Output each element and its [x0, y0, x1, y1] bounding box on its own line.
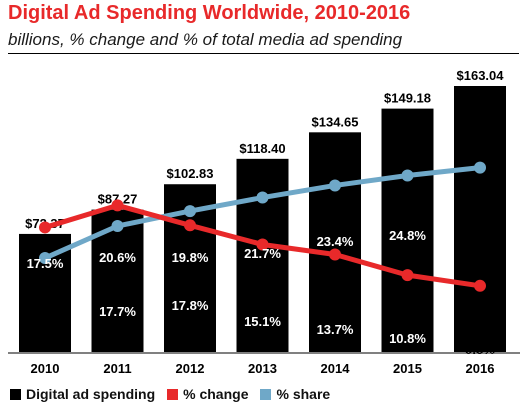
share-point-2016: [474, 161, 486, 174]
change-point-2011: [111, 199, 124, 212]
change-point-2013: [256, 238, 269, 251]
legend-swatch-percent-share: [260, 388, 272, 400]
change-label-2011: 20.6%: [99, 250, 136, 265]
change-point-2016: [474, 279, 486, 292]
share-point-2012: [184, 205, 196, 218]
legend-label-percent-share: % share: [276, 386, 331, 402]
share-point-2010: [39, 252, 51, 265]
x-tick-label-2016: 2016: [466, 361, 495, 376]
change-label-2013: 15.1%: [244, 314, 281, 329]
x-tick-label-2011: 2011: [103, 361, 131, 376]
change-label-2012: 17.8%: [172, 298, 209, 313]
share-label-2012: 19.8%: [172, 250, 209, 265]
x-tick-label-2013: 2013: [248, 361, 277, 376]
share-point-2011: [111, 220, 124, 233]
chart-subtitle: billions, % change and % of total media …: [8, 30, 403, 49]
change-label-2016: 9.3%: [465, 342, 495, 357]
share-point-2014: [329, 179, 341, 192]
change-label-2015: 10.8%: [389, 331, 426, 346]
change-label-2010: 17.5%: [27, 256, 64, 271]
chart-legend: Digital ad spending % change % share: [10, 386, 342, 402]
change-point-2014: [329, 248, 341, 261]
share-point-2015: [401, 169, 414, 182]
bar-value-label-2011: $87.27: [98, 192, 138, 207]
title-divider: [8, 53, 519, 54]
share-label-2014: 23.4%: [317, 234, 354, 249]
bar-2016: [454, 86, 506, 352]
share-label-2016: 25.9%: [462, 226, 499, 241]
x-tick-label-2010: 2010: [31, 361, 60, 376]
x-tick-label-2014: 2014: [321, 361, 351, 376]
x-tick-label-2012: 2012: [176, 361, 205, 376]
bar-2015: [381, 108, 434, 352]
bar-2014: [309, 132, 361, 352]
legend-item-percent-change: % change: [167, 386, 248, 402]
legend-swatch-percent-change: [167, 388, 179, 400]
share-label-2015: 24.8%: [389, 228, 426, 243]
change-label-2014: 13.7%: [317, 322, 354, 337]
change-point-2010: [39, 221, 51, 234]
legend-item-percent-share: % share: [260, 386, 330, 402]
bar-value-label-2015: $149.18: [384, 91, 431, 106]
share-point-2013: [256, 191, 269, 204]
legend-label-digital-ad-spending: Digital ad spending: [26, 386, 156, 402]
legend-item-digital-ad-spending: Digital ad spending: [10, 386, 155, 402]
bar-value-label-2014: $134.65: [312, 114, 359, 129]
legend-label-percent-change: % change: [183, 386, 249, 402]
share-label-2013: 21.7%: [244, 246, 281, 261]
bar-value-label-2016: $163.04: [457, 68, 505, 83]
bar-value-label-2012: $102.83: [167, 166, 214, 181]
bar-2013: [236, 158, 289, 352]
share-label-2011: 17.7%: [99, 304, 136, 319]
legend-swatch-digital-ad-spending: [10, 388, 21, 400]
x-tick-label-2015: 2015: [393, 361, 422, 376]
change-point-2015: [401, 269, 414, 282]
bar-value-label-2013: $118.40: [239, 141, 285, 156]
change-point-2012: [184, 219, 196, 232]
chart-title: Digital Ad Spending Worldwide, 2010-2016: [8, 2, 411, 24]
